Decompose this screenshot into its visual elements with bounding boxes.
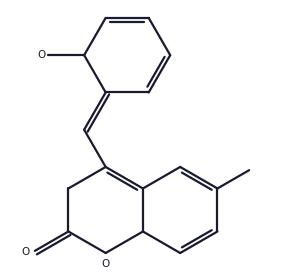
Text: O: O — [21, 247, 29, 257]
Text: O: O — [102, 259, 110, 269]
Text: O: O — [37, 50, 46, 60]
